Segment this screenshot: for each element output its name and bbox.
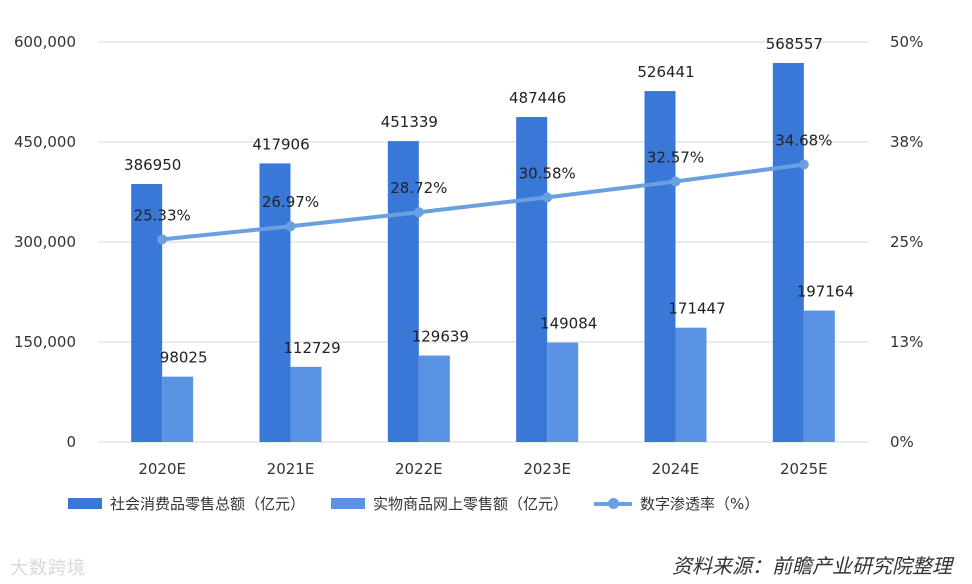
data-label-online-retail: 149084 — [540, 315, 597, 333]
data-label-retail-total: 386950 — [124, 156, 181, 174]
watermark: 大数跨境 — [10, 558, 86, 579]
penetration-point — [157, 234, 168, 245]
data-label-retail-total: 568557 — [766, 35, 823, 53]
bars — [131, 62, 835, 443]
legend-label-penetration: 数字渗透率（%） — [640, 495, 760, 513]
penetration-point — [285, 221, 296, 232]
bar-online-retail — [290, 366, 322, 442]
bar-retail-total — [259, 163, 291, 442]
penetration-line — [157, 159, 809, 245]
data-label-retail-total: 487446 — [509, 89, 566, 107]
x-category-label: 2025E — [780, 460, 828, 478]
data-label-penetration: 34.68% — [775, 132, 832, 150]
bar-retail-total — [644, 91, 676, 442]
x-category-label: 2021E — [267, 460, 315, 478]
data-label-online-retail: 197164 — [797, 283, 854, 301]
data-label-retail-total: 451339 — [381, 113, 438, 131]
y-left-tick-label: 0 — [66, 433, 76, 451]
legend-item-online-retail: 实物商品网上零售额（亿元） — [331, 493, 568, 514]
penetration-point — [413, 207, 424, 218]
data-label-penetration: 32.57% — [647, 148, 704, 166]
data-label-retail-total: 526441 — [637, 63, 694, 81]
bar-online-retail — [162, 376, 194, 442]
x-category-label: 2022E — [395, 460, 443, 478]
legend-item-penetration: 数字渗透率（%） — [594, 493, 759, 514]
x-category-label: 2024E — [652, 460, 700, 478]
legend-swatch-retail-total — [68, 498, 102, 509]
legend-label-retail-total: 社会消费品零售总额（亿元） — [110, 495, 306, 513]
data-label-online-retail: 129639 — [412, 328, 469, 346]
bar-online-retail — [675, 327, 707, 442]
y-left-tick-label: 600,000 — [14, 33, 76, 51]
y-right-tick-label: 50% — [890, 33, 923, 51]
y-left-tick-label: 300,000 — [14, 233, 76, 251]
data-labels: 386950 98025 417906 112729 451339 129639 48744… — [124, 35, 854, 367]
legend-label-online-retail: 实物商品网上零售额（亿元） — [373, 495, 569, 513]
data-label-penetration: 26.97% — [262, 193, 319, 211]
y-left-tick-label: 450,000 — [14, 133, 76, 151]
y-right-tick-label: 25% — [890, 233, 923, 251]
y-left-tick-label: 150,000 — [14, 333, 76, 351]
penetration-point — [542, 192, 553, 203]
data-label-online-retail: 171447 — [668, 300, 725, 318]
data-label-penetration: 30.58% — [519, 164, 576, 182]
x-axis-categories: 2020E 2021E 2022E 2023E 2024E 2025E — [138, 460, 827, 478]
bar-retail-total — [516, 117, 548, 442]
y-right-tick-label: 13% — [890, 333, 923, 351]
data-label-penetration: 25.33% — [134, 206, 191, 224]
source-note: 资料来源：前瞻产业研究院整理 — [672, 554, 952, 578]
data-label-online-retail: 112729 — [283, 339, 340, 357]
legend: 社会消费品零售总额（亿元） 实物商品网上零售额（亿元） 数字渗透率（%） — [68, 493, 785, 514]
y-right-tick-label: 38% — [890, 133, 923, 151]
bar-online-retail — [547, 342, 579, 442]
legend-item-retail-total: 社会消费品零售总额（亿元） — [68, 493, 305, 514]
penetration-point — [670, 176, 681, 187]
data-label-online-retail: 98025 — [160, 349, 208, 367]
data-label-retail-total: 417906 — [252, 135, 309, 153]
y-right-tick-label: 0% — [890, 433, 914, 451]
penetration-point — [798, 159, 809, 170]
bar-online-retail — [803, 310, 835, 442]
bar-retail-total — [131, 184, 163, 443]
data-label-penetration: 28.72% — [390, 179, 447, 197]
penetration-line-path — [161, 162, 805, 242]
x-category-label: 2020E — [138, 460, 186, 478]
legend-swatch-online-retail — [331, 498, 366, 509]
left-axis-ticks: 0 150,000 300,000 450,000 600,000 — [14, 33, 76, 451]
gridlines — [98, 41, 868, 443]
x-category-label: 2023E — [523, 460, 571, 478]
legend-swatch-penetration — [594, 497, 633, 509]
bar-online-retail — [418, 355, 450, 442]
right-axis-ticks: 0% 13% 25% 38% 50% — [890, 33, 923, 451]
bar-retail-total — [772, 62, 804, 442]
bar-retail-total — [387, 141, 419, 442]
